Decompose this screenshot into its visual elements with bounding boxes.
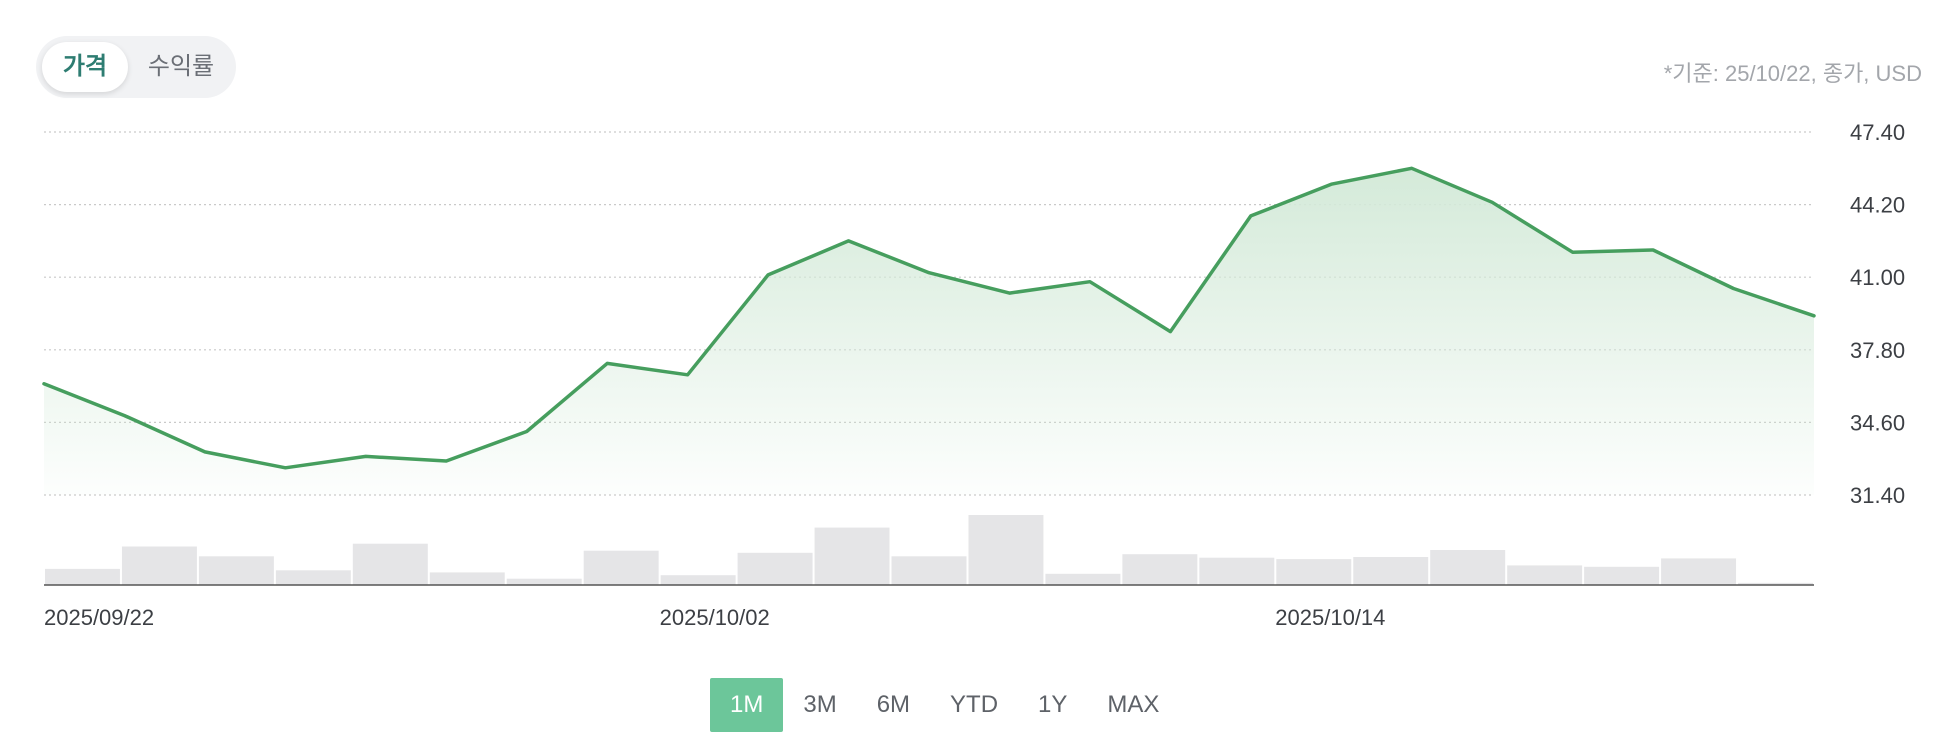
volume-bar: [1276, 559, 1352, 585]
volume-bar: [1430, 550, 1506, 585]
range-3m[interactable]: 3M: [803, 691, 837, 718]
volume-bar: [198, 556, 274, 585]
volume-bar: [583, 550, 659, 585]
price-chart: 31.40 34.60 37.80 41.00 44.20 47.40 2025/09/22…: [42, 120, 1905, 630]
volume-bar: [1584, 566, 1660, 585]
volume-bar: [1353, 557, 1429, 585]
volume-bar: [1199, 557, 1275, 585]
price-return-toggle: 가격 수익률: [36, 36, 236, 98]
basis-note: *기준: 25/10/22, 종가, USD: [1663, 61, 1922, 86]
volume-bar: [506, 578, 582, 585]
volume-bar: [737, 552, 813, 585]
volume-bar: [814, 527, 890, 585]
range-ytd[interactable]: YTD: [950, 691, 999, 718]
y-tick-label: 44.20: [1850, 193, 1905, 218]
volume-bar: [429, 572, 505, 585]
x-tick-label: 2025/09/22: [44, 605, 154, 630]
x-tick-label: 2025/10/02: [660, 605, 770, 630]
volume-bar: [1507, 565, 1583, 585]
price-area: [44, 168, 1814, 496]
volume-bar: [121, 546, 197, 585]
volume-bar: [1122, 554, 1198, 585]
range-1m[interactable]: 1M: [710, 678, 784, 732]
volume-bar: [660, 575, 736, 585]
y-tick-label: 37.80: [1850, 338, 1905, 363]
y-tick-label: 34.60: [1850, 410, 1905, 435]
volume-bar: [968, 515, 1044, 585]
volume-bar: [891, 556, 967, 585]
range-1y[interactable]: 1Y: [1038, 691, 1068, 718]
range-selector: 1M 3M 6M YTD 1Y MAX: [710, 678, 1179, 732]
volume-bar: [352, 543, 428, 585]
volume-bar: [275, 570, 351, 585]
range-max[interactable]: MAX: [1107, 691, 1160, 718]
x-tick-label: 2025/10/14: [1275, 605, 1385, 630]
tab-price[interactable]: 가격: [42, 42, 128, 92]
y-tick-label: 31.40: [1850, 483, 1905, 508]
volume-bar: [1045, 573, 1121, 585]
y-tick-label: 41.00: [1850, 265, 1905, 290]
volume-bar: [1661, 558, 1737, 585]
volume-bar: [1738, 582, 1813, 585]
range-6m[interactable]: 6M: [876, 691, 911, 718]
tab-return[interactable]: 수익률: [147, 53, 215, 80]
volume-bar: [45, 568, 120, 585]
price-line: [42, 166, 1816, 470]
y-tick-label: 47.40: [1850, 120, 1905, 145]
